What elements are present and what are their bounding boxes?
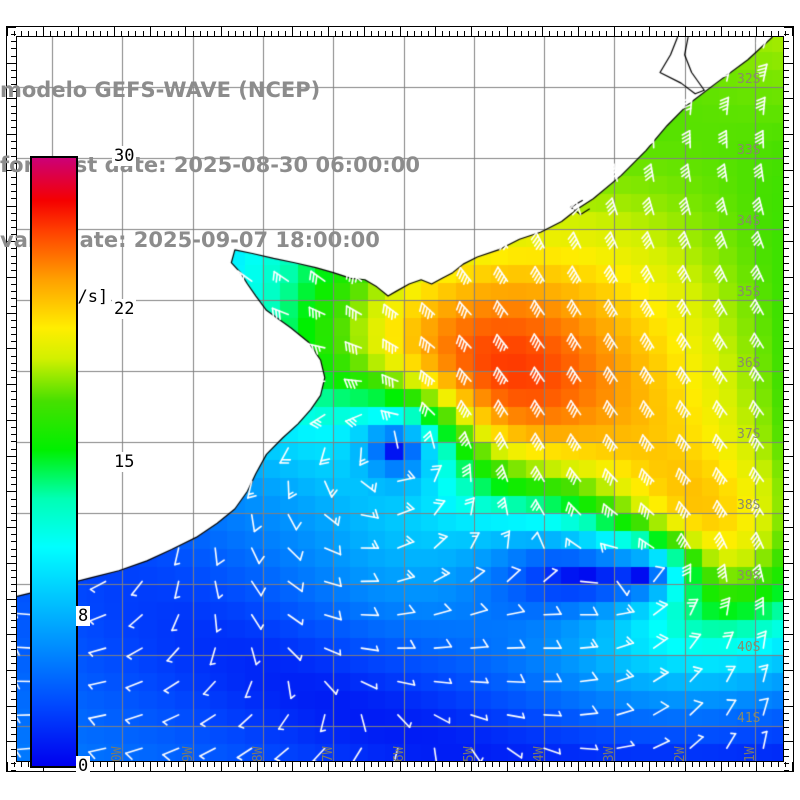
- lat-label-35S: 35S: [737, 284, 761, 300]
- lat-label-36S: 36S: [737, 355, 761, 371]
- bottom-axis-ticks: [7, 762, 793, 771]
- plot-outer-border: [6, 26, 794, 772]
- colorbar: [m/s] 30 22 15 8 0: [30, 146, 137, 776]
- plot-inner-border: [16, 36, 784, 762]
- colorbar-tick-15: 15: [112, 452, 137, 472]
- lat-label-34S: 34S: [737, 213, 761, 229]
- wind-barbs-overlay: [17, 37, 783, 761]
- lat-label-33S: 33S: [737, 142, 761, 158]
- lat-label-38S: 38S: [737, 497, 761, 513]
- colorbar-tick-0: 0: [76, 756, 91, 776]
- colorbar-tick-30: 30: [112, 146, 137, 166]
- valid-date-line: valid date: 2025-09-07 18:00:00: [0, 228, 380, 252]
- lat-label-37S: 37S: [737, 426, 761, 442]
- top-axis-ticks: [7, 27, 793, 36]
- lat-label-32S: 32S: [737, 71, 761, 87]
- colorbar-tick-8: 8: [76, 606, 91, 626]
- colorbar-gradient: [32, 158, 76, 766]
- colorbar-tick-22: 22: [112, 299, 137, 319]
- lat-label-39S: 39S: [737, 568, 761, 584]
- lat-label-41S: 41S: [737, 710, 761, 726]
- map-plot-area: 61W60W59W58W57W56W55W54W53W52W51W32S33S3…: [17, 37, 783, 761]
- lat-label-40S: 40S: [737, 639, 761, 655]
- chart-title-block: modelo GEFS-WAVE (NCEP) forecast date: 2…: [0, 28, 520, 303]
- model-name-line: modelo GEFS-WAVE (NCEP): [0, 78, 321, 102]
- right-axis-ticks: [784, 27, 793, 771]
- left-axis-ticks: [7, 27, 16, 771]
- forecast-date-line: forecast date: 2025-08-30 06:00:00: [0, 153, 420, 177]
- colorbar-gradient-box: [30, 156, 78, 768]
